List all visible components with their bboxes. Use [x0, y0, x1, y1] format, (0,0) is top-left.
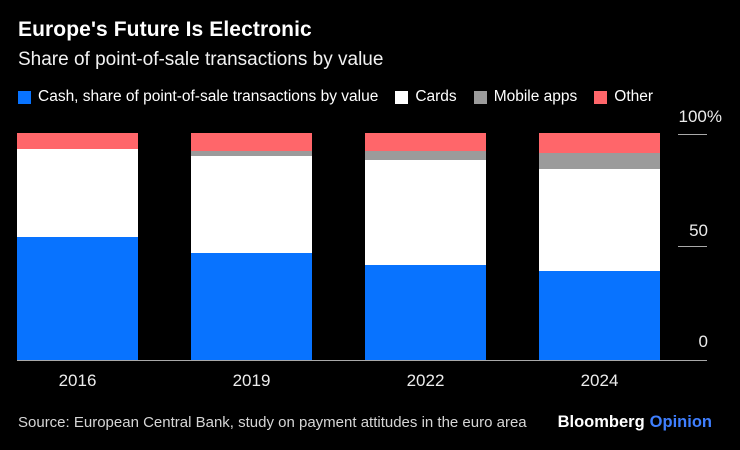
bar-segment-other-2016: [17, 133, 138, 149]
x-axis-label-2024: 2024: [580, 371, 619, 390]
bar-segment-cash-2019: [191, 253, 312, 360]
bar-2016: [17, 133, 138, 360]
bar-segment-cash-2022: [365, 264, 486, 360]
y-tick-50: [678, 246, 707, 247]
cards-swatch-icon: [395, 90, 409, 104]
bar-segment-other-2022: [365, 133, 486, 152]
bar-segment-cards-2019: [191, 155, 312, 254]
brand-bloomberg: Bloomberg: [557, 413, 645, 431]
bar-segment-mobile-apps-2019: [191, 151, 312, 156]
x-axis-label-2019: 2019: [232, 371, 271, 390]
legend-item-cash: Cash, share of point-of-sale transaction…: [18, 88, 378, 106]
legend-label-mobile-apps: Mobile apps: [493, 88, 578, 105]
legend-label-cash: Cash, share of point-of-sale transaction…: [38, 88, 379, 105]
legend-item-other: Other: [594, 88, 653, 106]
y-axis-label-50: 50: [689, 221, 708, 240]
bar-segment-cash-2016: [17, 237, 138, 360]
plot-area: [17, 133, 660, 360]
legend: Cash, share of point-of-sale transaction…: [18, 88, 730, 106]
brand-logo: Bloomberg Opinion: [558, 413, 712, 432]
y-axis-label-0: 0: [698, 332, 708, 351]
mobile-apps-swatch-icon: [473, 90, 487, 104]
legend-item-mobile-apps: Mobile apps: [473, 88, 578, 106]
other-swatch-icon: [594, 90, 608, 104]
x-axis-labels: 2016 2019 2022 2024: [17, 371, 660, 391]
bar-segment-cards-2024: [539, 169, 660, 272]
x-axis-label-2022: 2022: [406, 371, 445, 390]
bar-segment-mobile-apps-2022: [365, 151, 486, 161]
brand-opinion: Opinion: [649, 413, 712, 431]
y-tick-100: [678, 134, 707, 135]
x-axis-label-2016: 2016: [58, 371, 97, 390]
bar-segment-cash-2024: [539, 271, 660, 360]
bar-segment-other-2019: [191, 133, 312, 152]
bar-segment-mobile-apps-2024: [539, 153, 660, 170]
y-axis-label-100: 100%: [678, 107, 722, 126]
bar-segment-cards-2016: [17, 148, 138, 238]
source-note: Source: European Central Bank, study on …: [18, 414, 527, 431]
bar-2019: [191, 133, 312, 360]
legend-item-cards: Cards: [395, 88, 457, 106]
chart-title: Europe's Future Is Electronic: [18, 18, 312, 41]
cash-swatch-icon: [18, 90, 31, 104]
legend-label-cards: Cards: [415, 88, 457, 105]
bar-segment-other-2024: [539, 133, 660, 154]
x-axis-line: [17, 360, 707, 361]
legend-label-other: Other: [614, 88, 654, 105]
bar-2024: [539, 133, 660, 360]
bar-2022: [365, 133, 486, 360]
bar-segment-cards-2022: [365, 160, 486, 265]
chart-subtitle: Share of point-of-sale transactions by v…: [18, 49, 384, 70]
